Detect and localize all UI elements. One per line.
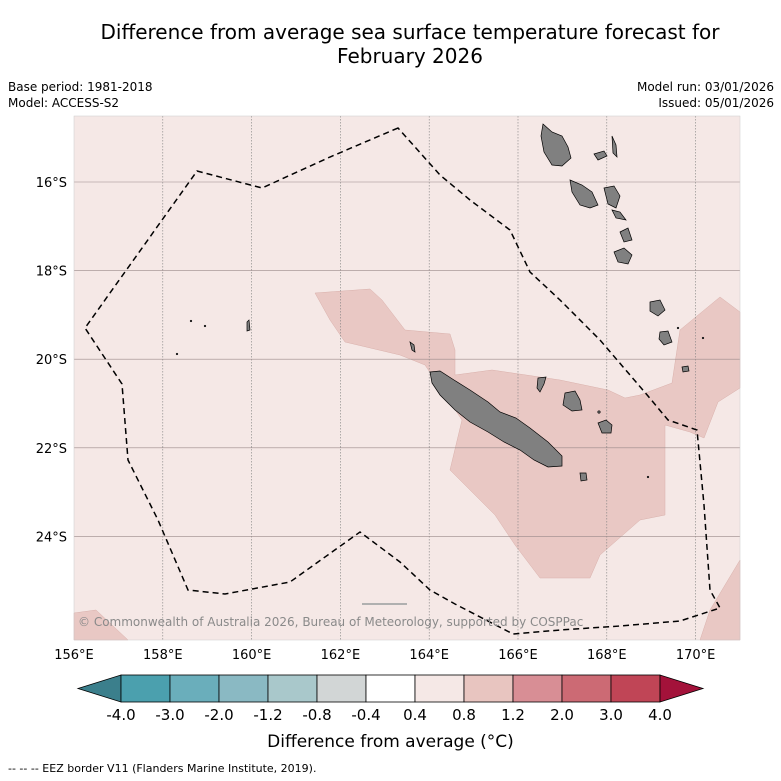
- land-efate: [603, 185, 621, 209]
- land-hunter-island: [681, 365, 690, 373]
- lon-tick-label: 158°E: [143, 648, 183, 663]
- colorbar-segment: [267, 674, 318, 703]
- colorbar-extend-low: [76, 674, 122, 703]
- map-frame: [73, 115, 741, 641]
- land-chesterfield-islet: [246, 319, 251, 332]
- land-matthew-island: [658, 330, 673, 346]
- lon-tick-label: 166°E: [498, 648, 538, 663]
- colorbar-segment: [463, 674, 514, 703]
- land-islet-7: [676, 326, 680, 330]
- colorbar-segment: [610, 674, 661, 703]
- colorbar-extend-high: [659, 674, 705, 703]
- lon-tick-label: 164°E: [409, 648, 449, 663]
- land-isle-of-pines: [579, 472, 588, 482]
- lon-tick-label: 168°E: [587, 648, 627, 663]
- land-islet-6: [701, 336, 705, 340]
- colorbar-segment: [414, 674, 465, 703]
- lat-tick-label: 20°S: [36, 353, 67, 368]
- colorbar-segment: [561, 674, 612, 703]
- land-mare: [597, 419, 613, 434]
- colorbar-tick-label: -2.0: [204, 706, 233, 724]
- land-new-caledonia: [429, 370, 563, 468]
- colorbar-tick-label: 0.4: [403, 706, 427, 724]
- lon-tick-label: 160°E: [232, 648, 272, 663]
- colorbar-tick-label: 1.2: [501, 706, 525, 724]
- colorbar-segment: [512, 674, 563, 703]
- land-ouvea: [536, 376, 547, 393]
- land-islet-2: [203, 324, 207, 328]
- land-islet-5: [646, 475, 650, 479]
- land-ambae: [593, 150, 608, 161]
- copyright-text: © Commonwealth of Australia 2026, Bureau…: [78, 615, 583, 629]
- colorbar-tick-label: 2.0: [550, 706, 574, 724]
- map-title-line-2: February 2026: [337, 44, 483, 68]
- footer-eez-note: -- -- -- EEZ border V11 (Flanders Marine…: [8, 762, 317, 775]
- lat-tick-label: 24°S: [36, 530, 67, 545]
- colorbar: -4.0 -3.0 -2.0 -1.2 -0.8 -0.4 0.4 0.8 1.2 2.0 3.0 4…: [76, 674, 705, 724]
- lat-tick-label: 22°S: [36, 442, 67, 457]
- land-islet-4: [597, 410, 601, 414]
- colorbar-tick-label: 3.0: [599, 706, 623, 724]
- land-shepherd-islands: [611, 209, 627, 221]
- land-islet-3: [175, 352, 179, 356]
- colorbar-tick-label: -1.2: [253, 706, 282, 724]
- land-hunter-island-group: [649, 299, 666, 317]
- land-vanuatu-north: [611, 135, 618, 158]
- map-title-line-1: Difference from average sea surface temp…: [100, 20, 720, 44]
- colorbar-tick-label: -0.4: [351, 706, 380, 724]
- colorbar-segment: [365, 674, 416, 703]
- colorbar-tick-label: 4.0: [648, 706, 672, 724]
- land-lifou: [562, 390, 583, 412]
- lon-tick-label: 156°E: [54, 648, 94, 663]
- colorbar-segment: [169, 674, 220, 703]
- land-islet-1: [189, 319, 193, 323]
- land-erromango: [619, 227, 633, 243]
- land-malakula: [569, 179, 599, 209]
- model-run-label: Model run: 03/01/2026: [636, 80, 774, 94]
- issued-label: Issued: 05/01/2026: [658, 96, 774, 110]
- lon-tick-label: 162°E: [321, 648, 361, 663]
- colorbar-segment: [316, 674, 367, 703]
- colorbar-segment: [120, 674, 171, 703]
- base-period-label: Base period: 1981-2018: [8, 80, 153, 94]
- colorbar-segment: [218, 674, 269, 703]
- ocean-background: [74, 116, 740, 640]
- land-espiritu-santo: [540, 123, 572, 167]
- lat-tick-label: 18°S: [36, 265, 67, 280]
- lon-tick-label: 170°E: [676, 648, 716, 663]
- land-tanna: [613, 247, 633, 265]
- model-label: Model: ACCESS-S2: [8, 96, 120, 110]
- lat-tick-label: 16°S: [36, 176, 67, 191]
- colorbar-tick-label: -3.0: [155, 706, 184, 724]
- colorbar-tick-label: -4.0: [106, 706, 135, 724]
- land-belep-islands: [409, 341, 416, 353]
- eez-border-line: [84, 127, 722, 635]
- colorbar-tick-label: 0.8: [452, 706, 476, 724]
- colorbar-tick-label: -0.8: [302, 706, 331, 724]
- colorbar-title: Difference from average (°C): [267, 732, 514, 752]
